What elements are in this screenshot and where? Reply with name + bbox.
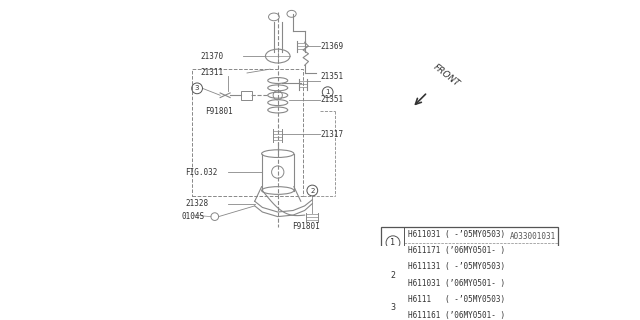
Text: 21369: 21369 [321, 42, 344, 51]
Text: FIG.032: FIG.032 [186, 168, 218, 177]
Text: F91801: F91801 [205, 107, 232, 116]
Text: 21351: 21351 [321, 95, 344, 104]
Bar [192, 69, 303, 196]
Text: 1: 1 [325, 89, 330, 95]
Text: F91801: F91801 [292, 222, 320, 231]
Text: H611171 (’06MY0501- ): H611171 (’06MY0501- ) [408, 246, 506, 255]
Text: 21328: 21328 [186, 199, 209, 208]
Text: 21311: 21311 [201, 68, 224, 77]
Text: 21370: 21370 [201, 52, 224, 60]
Text: 3: 3 [195, 85, 199, 91]
Text: H611031 (’06MY0501- ): H611031 (’06MY0501- ) [408, 279, 506, 288]
Bar [381, 227, 558, 320]
Text: H611131 ( -’05MY0503): H611131 ( -’05MY0503) [408, 262, 506, 271]
Text: 2: 2 [390, 270, 396, 279]
Text: FRONT: FRONT [431, 62, 461, 88]
Text: H6111   ( -’05MY0503): H6111 ( -’05MY0503) [408, 295, 506, 304]
Text: 21317: 21317 [321, 130, 344, 139]
Text: 21351: 21351 [321, 72, 344, 81]
Text: 0104S: 0104S [182, 212, 205, 221]
Text: 2: 2 [310, 188, 314, 194]
Bar [241, 91, 252, 100]
Text: 1: 1 [390, 238, 396, 247]
Text: H611031 ( -’05MY0503): H611031 ( -’05MY0503) [408, 230, 506, 239]
Text: A033001031: A033001031 [510, 232, 557, 241]
Text: H611161 (’06MY0501- ): H611161 (’06MY0501- ) [408, 311, 506, 320]
Text: 3: 3 [390, 303, 396, 312]
